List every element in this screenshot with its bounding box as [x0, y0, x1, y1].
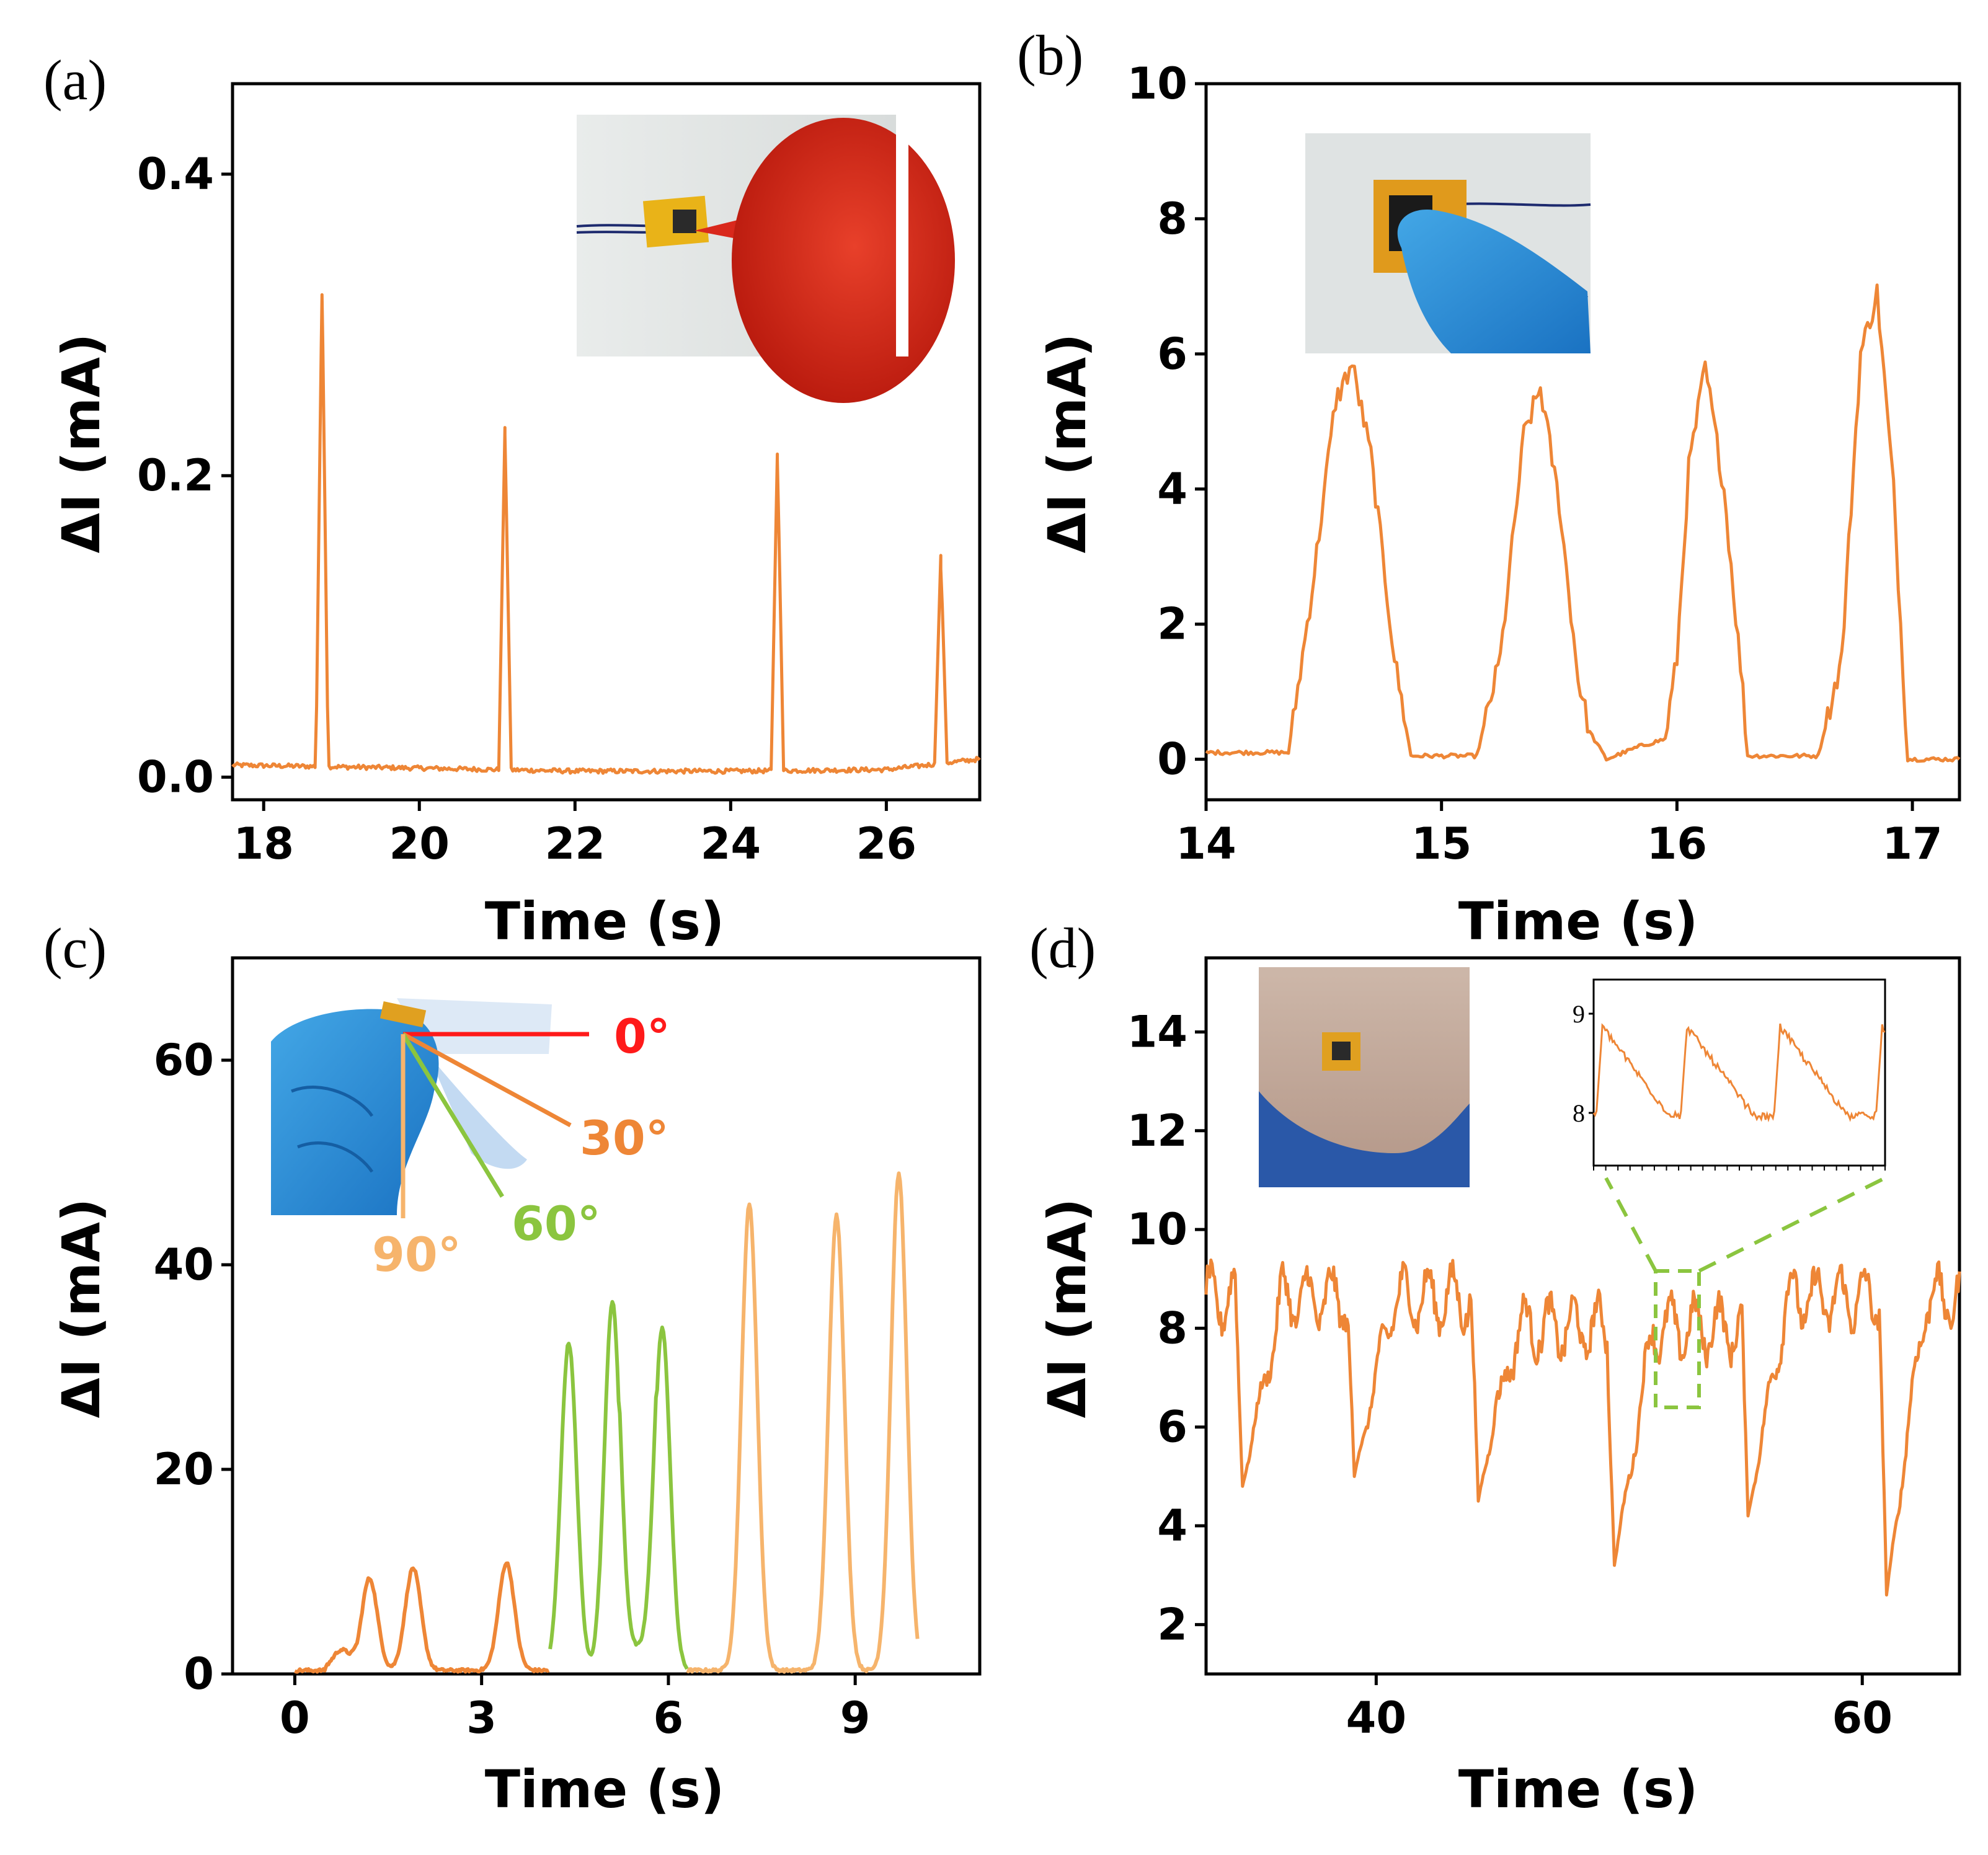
panel-d-xtick-label-1: 60	[1832, 1693, 1893, 1743]
zoom-inset-ytick-label-1: 9	[1573, 1000, 1585, 1028]
panel-d-ytick-label-6: 14	[1127, 1006, 1187, 1057]
angle-label-90: 90°	[372, 1227, 461, 1282]
panel-a-xtick-label-0: 18	[233, 818, 293, 869]
panel-d-ytick-label-3: 8	[1157, 1303, 1187, 1353]
inset-photo-b	[1305, 133, 1591, 353]
panel-d-xlabel: Time (s)	[1458, 1759, 1698, 1820]
angle-annotations: 0° 30° 60° 90°	[372, 1009, 670, 1282]
panel-a-ytick-label-1: 0.2	[137, 450, 214, 501]
panel-b-ytick-label-0: 0	[1157, 734, 1187, 785]
panel-d-ytick-label-1: 4	[1157, 1500, 1187, 1551]
panel-c-xtick-label-2: 6	[654, 1693, 684, 1743]
panel-b-ylabel: ΔI (mA)	[1037, 334, 1098, 554]
zoom-line-left	[1604, 1177, 1657, 1272]
panel-c-ytick-label-1: 20	[154, 1444, 214, 1495]
panel-a-ylabel: ΔI (mA)	[51, 334, 112, 554]
panel-c-ytick-label-2: 40	[154, 1239, 214, 1290]
panel-c-xtick-label-0: 0	[280, 1693, 310, 1743]
panel-d-ytick-label-2: 6	[1157, 1402, 1187, 1453]
panel-a: 18 20 22 24 26 0.0 0.2 0.4	[137, 82, 982, 869]
panel-c-series-1	[548, 1299, 689, 1670]
panel-label-a: (a)	[43, 48, 107, 112]
panel-c-ylabel: ΔI (mA)	[51, 1198, 112, 1419]
inset-photo-c	[271, 992, 552, 1215]
panel-b-ytick-label-2: 4	[1157, 464, 1187, 515]
angle-label-30: 30°	[580, 1110, 669, 1166]
panel-b-axes-frame	[1204, 82, 1961, 802]
panel-b-xtick-label-1: 15	[1411, 818, 1471, 869]
panel-c: 0 3 6 9 0 20 40 60	[154, 956, 982, 1743]
panel-d-ylabel: ΔI (mA)	[1037, 1198, 1098, 1419]
panel-d: 40 60 2 4 6 8 10 12 14	[1127, 956, 1961, 1743]
panel-c-ytick-label-3: 60	[154, 1035, 214, 1086]
panel-b-ytick-label-3: 6	[1157, 329, 1187, 379]
panel-a-xtick-label-1: 20	[389, 818, 450, 869]
panel-c-xtick-label-3: 9	[840, 1693, 871, 1743]
zoom-box	[1654, 1269, 1701, 1409]
panel-a-ytick-label-0: 0.0	[137, 752, 214, 803]
panel-c-series-0	[294, 1561, 550, 1674]
panel-c-series-2	[686, 1171, 920, 1674]
panel-b-series-line	[1205, 283, 1961, 763]
panel-d-axes-frame	[1204, 956, 1961, 1676]
zoom-inset-line	[1592, 1023, 1886, 1123]
inset-photo-d	[1259, 967, 1470, 1187]
panel-a-xtick-label-3: 24	[701, 818, 761, 869]
panel-d-ytick-label-5: 12	[1127, 1105, 1187, 1156]
panel-b-xtick-label-2: 16	[1647, 818, 1707, 869]
panel-b: 14 15 16 17 0 2 4 6 8 10	[1127, 58, 1961, 869]
panel-d-ytick-label-4: 10	[1127, 1204, 1187, 1255]
panel-a-ytick-label-2: 0.4	[137, 149, 214, 200]
panel-b-xtick-label-0: 14	[1176, 818, 1236, 869]
panel-b-ytick-label-1: 2	[1157, 599, 1187, 650]
panel-c-xtick-label-1: 3	[466, 1693, 497, 1743]
panel-label-d: (d)	[1029, 916, 1096, 980]
angle-label-0: 0°	[614, 1009, 670, 1064]
panel-b-ytick-label-4: 8	[1157, 193, 1187, 244]
inset-photo-a	[576, 115, 955, 403]
panel-b-xlabel: Time (s)	[1458, 891, 1698, 952]
panel-a-axes-frame	[231, 82, 982, 802]
panel-b-ytick-label-5: 10	[1127, 58, 1187, 109]
panel-a-series-line	[231, 293, 981, 775]
panel-c-xlabel: Time (s)	[485, 1759, 725, 1820]
panel-label-b: (b)	[1017, 24, 1083, 87]
zoom-inset-ytick-label-0: 8	[1573, 1099, 1585, 1127]
panel-a-xtick-label-2: 22	[545, 818, 605, 869]
panel-a-xlabel: Time (s)	[485, 891, 725, 952]
panel-a-xtick-label-4: 26	[856, 818, 916, 869]
panel-b-xtick-label-3: 17	[1882, 818, 1942, 869]
panel-d-xtick-label-0: 40	[1346, 1693, 1406, 1743]
zoom-line-right	[1698, 1176, 1886, 1273]
panel-d-series-line	[1204, 1258, 1961, 1597]
panel-label-c: (c)	[43, 916, 107, 980]
panel-d-ytick-label-0: 2	[1157, 1599, 1187, 1650]
panel-c-axes-frame	[231, 956, 982, 1676]
panel-c-ytick-label-0: 0	[184, 1649, 214, 1699]
zoom-inset: 89	[1573, 978, 1886, 1171]
angle-label-60: 60°	[512, 1196, 601, 1251]
